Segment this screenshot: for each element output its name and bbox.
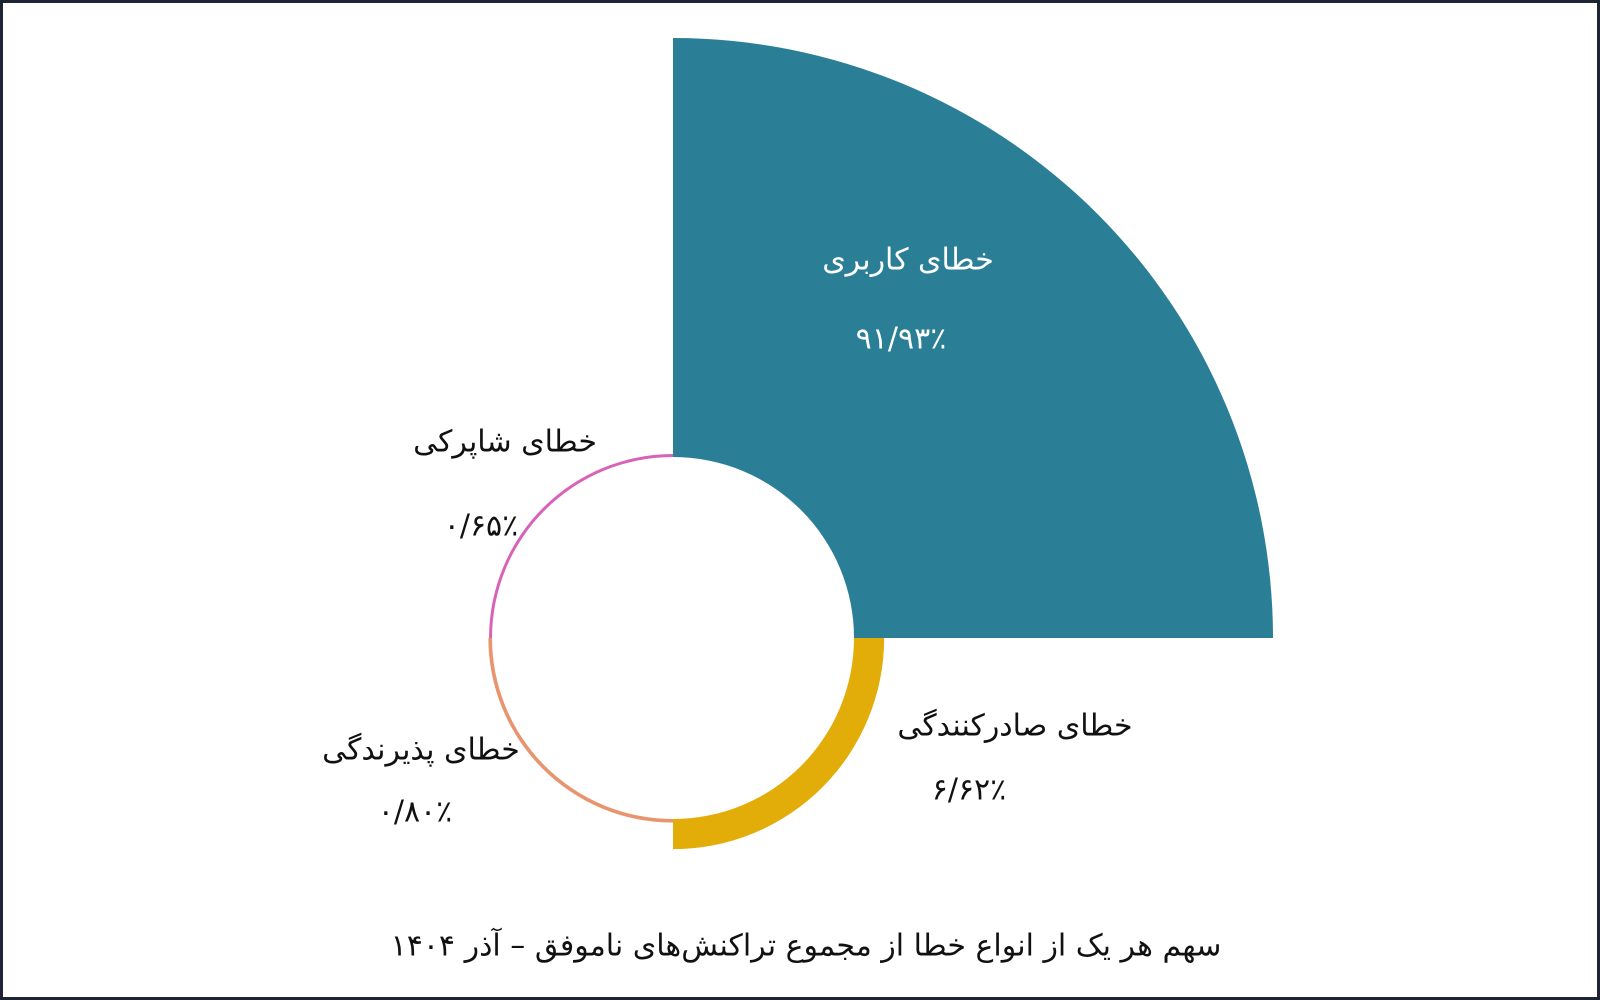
- category-label: خطای صادرکنندگی: [897, 709, 1132, 744]
- category-label: خطای شاپرکی: [413, 425, 597, 460]
- value-label: ۰/۶۵٪: [444, 509, 519, 544]
- category-label: خطای پذیرندگی: [322, 733, 520, 768]
- sector: [673, 638, 885, 850]
- sector: [488, 638, 673, 823]
- sector: [673, 38, 1273, 638]
- value-label: ۶/۶۲٪: [932, 773, 1007, 808]
- value-label: ۹۱/۹۳٪: [856, 322, 947, 357]
- chart: سهم هر یک از انواع خطا از مجموع تراکنش‌ه…: [322, 38, 1273, 964]
- value-label: ۰/۸۰٪: [378, 795, 453, 830]
- category-label: خطای کاربری: [822, 243, 994, 278]
- chart-title: سهم هر یک از انواع خطا از مجموع تراکنش‌ه…: [391, 928, 1222, 964]
- sector: [489, 454, 673, 638]
